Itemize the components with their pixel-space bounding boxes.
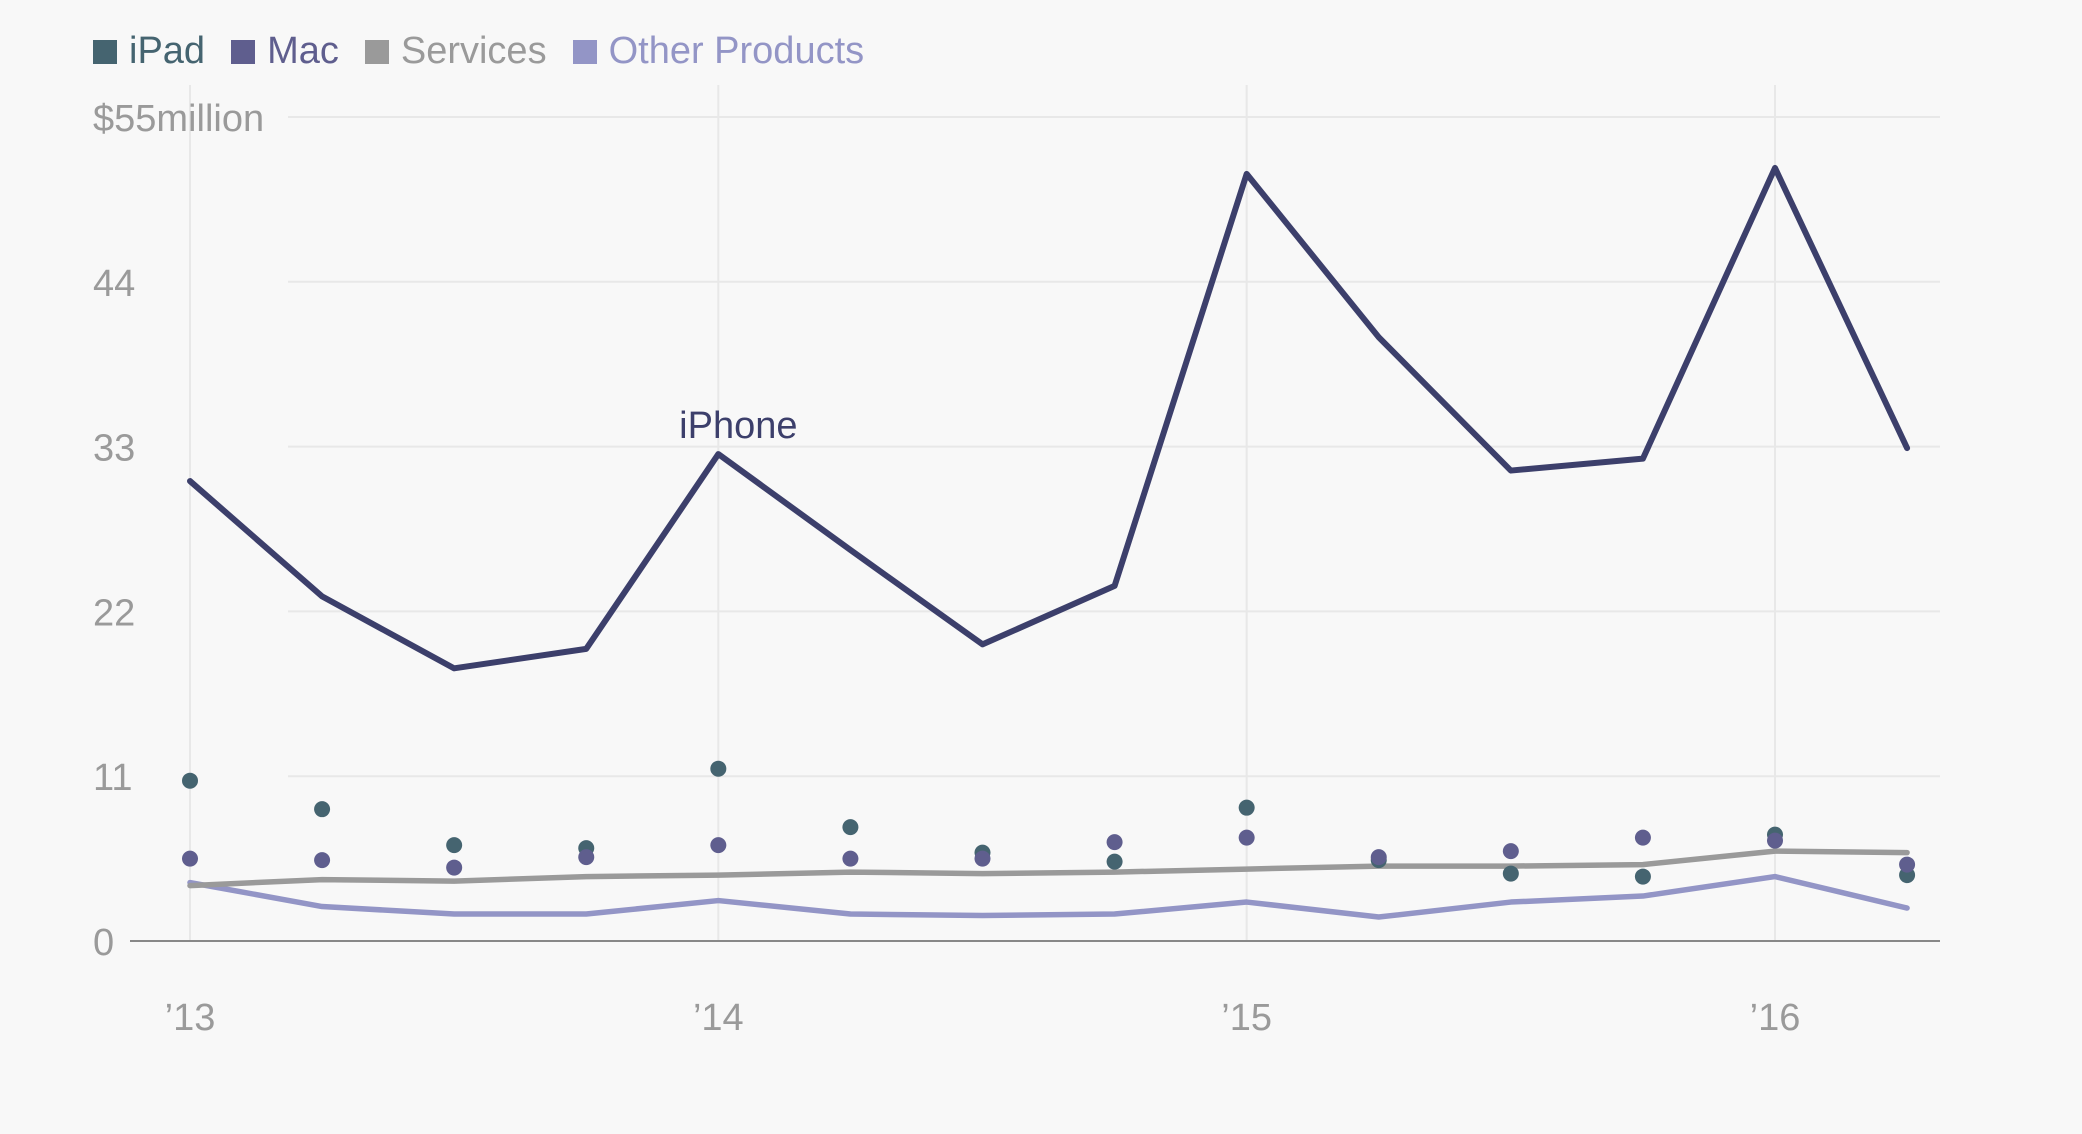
data-point-mac — [1502, 843, 1519, 860]
y-tick-label: 22 — [93, 592, 135, 634]
data-point-ipad — [710, 760, 727, 777]
legend-swatch-other-products — [572, 39, 597, 64]
legend-swatch-services — [364, 39, 389, 64]
data-point-mac — [578, 849, 595, 866]
data-point-mac — [1238, 829, 1255, 846]
data-point-ipad — [314, 801, 331, 818]
data-point-mac — [974, 850, 991, 867]
data-point-mac — [842, 850, 859, 867]
x-tick-label: ’13 — [165, 997, 216, 1039]
y-tick-label: 11 — [93, 757, 132, 799]
data-point-mac — [182, 850, 198, 867]
legend: iPad Mac Services Other Products — [93, 30, 864, 73]
x-tick-label: ’15 — [1221, 997, 1272, 1039]
legend-label-ipad: iPad — [129, 30, 206, 72]
axes: 0 11 22 33 44 $55million ’13 ’14 ’15 ’16 — [93, 98, 1940, 1039]
series-line-services — [187, 848, 1910, 889]
series-line-other-products — [187, 873, 1910, 920]
data-point-ipad — [1634, 868, 1651, 885]
data-point-mac — [314, 852, 331, 869]
grid — [189, 85, 1940, 941]
legend-item-other-products: Other Products — [572, 30, 865, 73]
y-tick-label: 44 — [93, 263, 135, 305]
data-point-mac — [710, 837, 727, 854]
legend-item-services: Services — [364, 30, 547, 73]
legend-swatch-ipad — [93, 39, 117, 64]
data-point-mac — [446, 859, 463, 876]
data-point-ipad — [446, 837, 463, 854]
series-line-iphone — [187, 164, 1911, 672]
data-point-mac — [1634, 829, 1651, 846]
data-point-ipad — [842, 819, 859, 836]
y-tick-label: 33 — [93, 428, 135, 470]
data-point-mac — [1899, 856, 1916, 873]
data-point-ipad — [1238, 799, 1255, 816]
legend-label-mac: Mac — [267, 30, 339, 72]
x-tick-label: ’14 — [693, 997, 744, 1039]
data-point-ipad — [182, 772, 198, 789]
legend-item-ipad: iPad — [93, 30, 205, 73]
x-tick-label: ’16 — [1750, 997, 1801, 1039]
y-tick-label: 0 — [93, 922, 114, 964]
y-tick-label: $55million — [93, 98, 264, 140]
data-point-ipad — [1502, 865, 1519, 882]
annotations: iPhone — [679, 405, 797, 447]
data-point-mac — [1767, 832, 1783, 849]
legend-swatch-mac — [231, 39, 256, 64]
series — [182, 164, 1916, 920]
data-point-mac — [1370, 849, 1387, 866]
annotation-label: iPhone — [679, 405, 797, 447]
data-point-mac — [1106, 834, 1123, 851]
data-point-ipad — [1106, 853, 1123, 870]
legend-item-mac: Mac — [231, 30, 339, 73]
legend-label-services: Services — [400, 30, 547, 72]
legend-label-other-products: Other Products — [608, 30, 865, 72]
